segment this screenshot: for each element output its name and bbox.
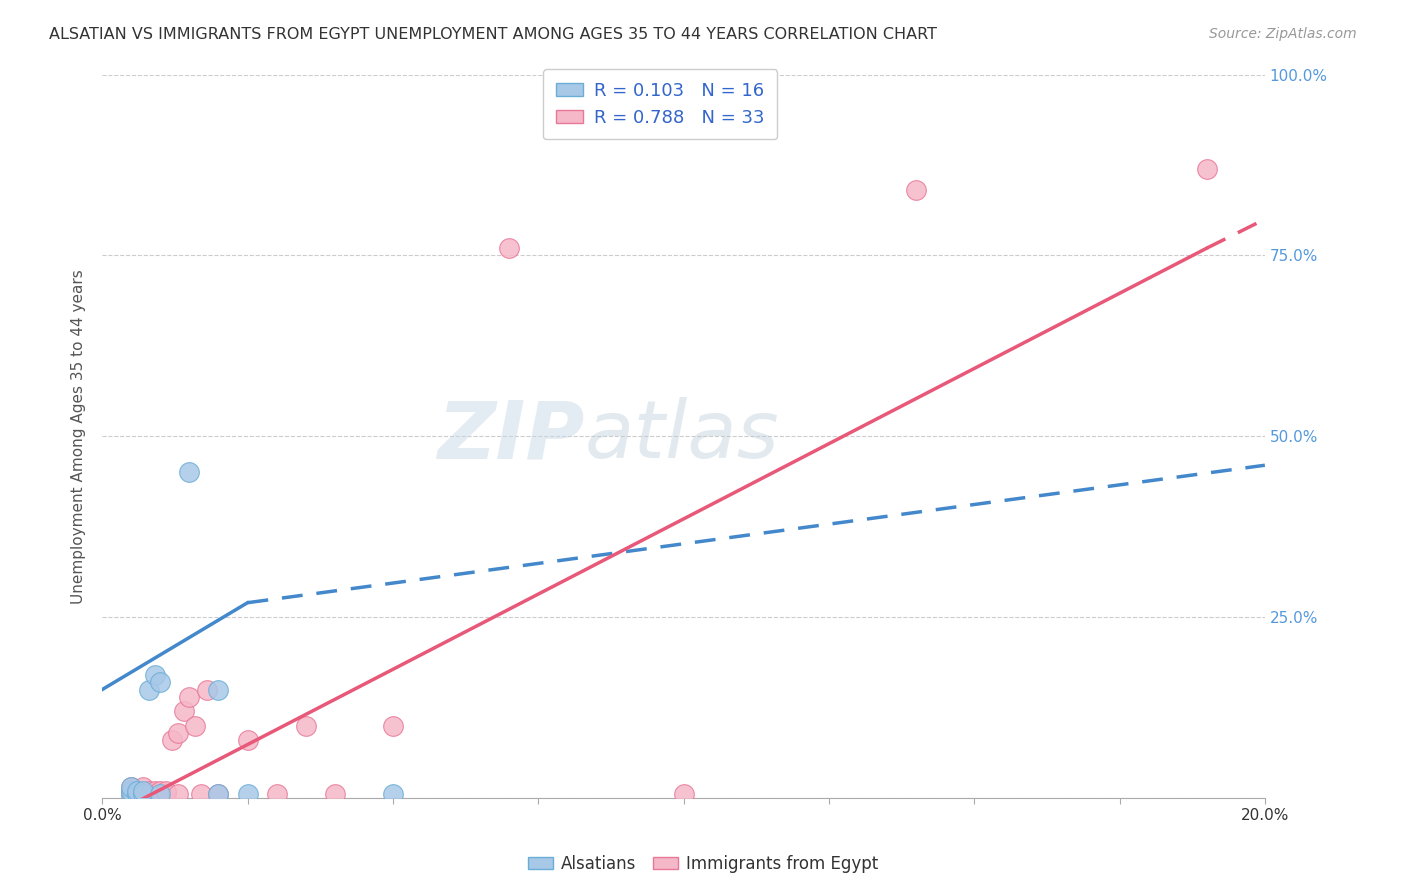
Point xyxy=(120,788,142,802)
Point xyxy=(120,784,142,798)
Point xyxy=(143,784,166,798)
Point xyxy=(179,466,201,480)
Point xyxy=(905,183,928,197)
Point xyxy=(127,784,149,798)
Point xyxy=(149,788,172,802)
Point xyxy=(236,788,259,802)
Point xyxy=(381,719,404,733)
Point xyxy=(195,682,218,697)
Point xyxy=(143,668,166,682)
Point xyxy=(179,690,201,704)
Point xyxy=(138,784,160,798)
Text: ALSATIAN VS IMMIGRANTS FROM EGYPT UNEMPLOYMENT AMONG AGES 35 TO 44 YEARS CORRELA: ALSATIAN VS IMMIGRANTS FROM EGYPT UNEMPL… xyxy=(49,27,938,42)
Point xyxy=(120,784,142,798)
Legend: R = 0.103   N = 16, R = 0.788   N = 33: R = 0.103 N = 16, R = 0.788 N = 33 xyxy=(544,69,778,139)
Point xyxy=(127,784,149,798)
Point xyxy=(132,780,155,795)
Point xyxy=(207,788,229,802)
Point xyxy=(120,780,142,795)
Point xyxy=(266,788,288,802)
Point xyxy=(1195,161,1218,176)
Point xyxy=(166,788,188,802)
Y-axis label: Unemployment Among Ages 35 to 44 years: Unemployment Among Ages 35 to 44 years xyxy=(72,268,86,604)
Point xyxy=(166,726,188,740)
Point xyxy=(155,788,177,802)
Text: ZIP: ZIP xyxy=(437,397,585,475)
Point xyxy=(132,788,155,802)
Point xyxy=(132,788,155,802)
Point xyxy=(143,788,166,802)
Point xyxy=(672,788,695,802)
Point xyxy=(207,682,229,697)
Point xyxy=(155,784,177,798)
Point xyxy=(127,788,149,802)
Point xyxy=(120,788,142,802)
Point xyxy=(132,784,155,798)
Point xyxy=(184,719,207,733)
Point xyxy=(138,788,160,802)
Point xyxy=(323,788,346,802)
Text: Source: ZipAtlas.com: Source: ZipAtlas.com xyxy=(1209,27,1357,41)
Point xyxy=(149,788,172,802)
Point xyxy=(160,733,183,747)
Point xyxy=(149,784,172,798)
Point xyxy=(120,780,142,795)
Point xyxy=(127,788,149,802)
Point xyxy=(190,788,212,802)
Point xyxy=(236,733,259,747)
Text: atlas: atlas xyxy=(585,397,779,475)
Point xyxy=(149,675,172,690)
Legend: Alsatians, Immigrants from Egypt: Alsatians, Immigrants from Egypt xyxy=(520,848,886,880)
Point xyxy=(498,241,520,255)
Point xyxy=(138,682,160,697)
Point xyxy=(207,788,229,802)
Point xyxy=(173,704,195,718)
Point xyxy=(381,788,404,802)
Point xyxy=(294,719,316,733)
